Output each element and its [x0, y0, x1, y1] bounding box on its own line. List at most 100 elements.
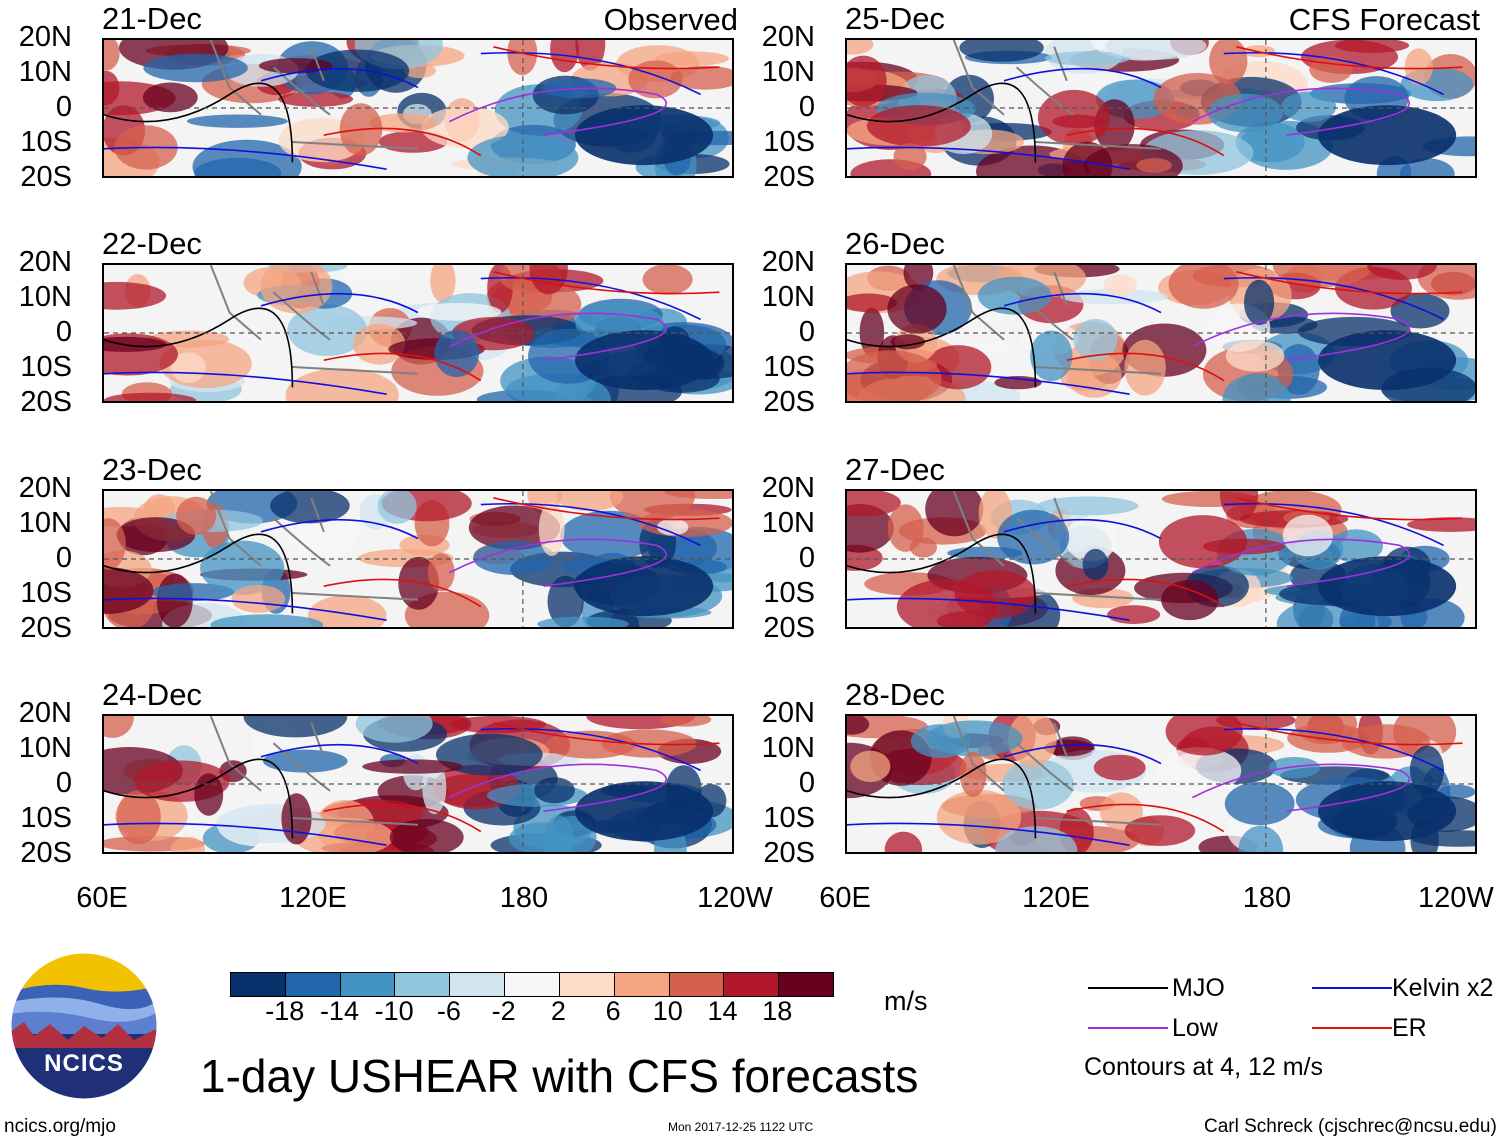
shear-anomaly	[258, 58, 333, 74]
ncics-logo: NCICS	[10, 952, 158, 1100]
lat-label-right-2-3: 10S	[763, 351, 815, 383]
contour-mjo	[847, 758, 1037, 839]
lat-label-right-4-2: 0	[798, 767, 815, 799]
map-panel-left-2	[102, 263, 734, 403]
map-panel-right-3	[845, 489, 1477, 629]
coastline	[209, 265, 419, 375]
lat-label-left-3-0: 20N	[18, 472, 72, 504]
shear-anomaly	[116, 790, 161, 845]
colorbar-segment	[723, 973, 779, 996]
contour-kelvin	[104, 276, 701, 395]
lat-label-left-3-1: 10N	[18, 507, 72, 539]
lat-label-left-4-3: 10S	[20, 802, 72, 834]
shear-anomaly	[427, 553, 455, 592]
shear-anomaly	[642, 265, 693, 295]
shear-anomaly	[389, 819, 464, 852]
shear-anomaly	[1272, 265, 1373, 288]
shear-anomaly	[1268, 757, 1321, 779]
shear-anomaly	[660, 716, 712, 727]
lat-label-left-2-0: 20N	[18, 246, 72, 278]
lat-label-left-2-3: 10S	[20, 351, 72, 383]
shear-anomaly	[887, 284, 947, 334]
shear-anomaly	[1282, 514, 1333, 557]
colorbar-tick-label: -6	[436, 996, 461, 1026]
colorbar-tick-label: 14	[707, 996, 738, 1026]
shear-anomaly	[887, 504, 924, 552]
shear-anomaly-core	[575, 781, 714, 842]
shear-anomaly	[263, 749, 348, 773]
shear-anomaly	[336, 265, 402, 284]
colorbar-segment	[558, 973, 614, 996]
colorbar-segment	[613, 973, 669, 996]
contour-er	[323, 497, 720, 608]
shear-anomaly	[1161, 579, 1219, 621]
shear-anomaly	[170, 836, 205, 852]
contour-kelvin	[104, 727, 701, 846]
shear-anomaly	[995, 826, 1078, 852]
shear-anomaly-core	[1318, 781, 1457, 842]
shear-anomaly	[997, 509, 1070, 565]
shear-anomaly	[547, 575, 584, 627]
lat-label-right-3-4: 20S	[763, 612, 815, 644]
shear-anomaly	[434, 329, 480, 378]
shear-anomaly	[1224, 782, 1295, 826]
shear-anomaly-core	[1318, 556, 1457, 617]
footer-credit: Carl Schreck (cjschrec@ncsu.edu)	[1204, 1116, 1497, 1137]
shear-anomaly	[1062, 141, 1113, 176]
shear-anomaly	[1044, 51, 1130, 66]
coastline	[952, 265, 1162, 375]
shear-anomaly	[959, 40, 1044, 62]
shear-anomaly	[116, 517, 196, 553]
lat-label-left-3-3: 10S	[20, 577, 72, 609]
lon-label-120e-right: 120E	[1022, 882, 1090, 914]
shear-anomaly	[1065, 516, 1117, 562]
footer-url[interactable]: ncics.org/mjo	[4, 1116, 116, 1137]
lat-label-left-1-2: 0	[55, 91, 72, 123]
shear-anomaly	[194, 773, 224, 816]
shear-anomaly	[243, 716, 348, 738]
colorbar-segment	[394, 973, 450, 996]
lon-label-60e-left: 60E	[76, 882, 128, 914]
shear-anomaly	[176, 496, 217, 535]
colorbar-segment	[449, 973, 505, 996]
coastline	[952, 716, 1162, 826]
shear-anomaly	[1168, 265, 1239, 309]
coastline	[209, 716, 419, 826]
shear-anomaly	[1124, 339, 1166, 396]
lat-label-left-3-2: 0	[55, 542, 72, 574]
shear-anomaly	[187, 114, 288, 128]
shear-anomaly	[142, 82, 198, 113]
shear-anomaly	[307, 595, 387, 627]
shear-anomaly	[1407, 517, 1475, 532]
legend-label-er: ER	[1392, 1014, 1427, 1042]
shear-anomaly	[1093, 754, 1146, 781]
map-panel-right-4	[845, 714, 1477, 854]
shear-anomaly	[1238, 825, 1284, 852]
shear-anomaly	[1105, 40, 1207, 60]
shear-anomaly	[925, 491, 984, 537]
shear-anomaly	[1082, 548, 1109, 581]
colorbar-segment	[284, 973, 340, 996]
lat-label-left-2-4: 20S	[20, 386, 72, 418]
shear-anomaly	[171, 352, 206, 383]
contour-mjo	[847, 82, 1037, 163]
map-panel-left-1	[102, 38, 734, 178]
lat-label-right-4-4: 20S	[763, 837, 815, 869]
shear-anomaly	[936, 790, 1022, 845]
logo-text: NCICS	[44, 1050, 124, 1077]
shear-anomaly-core	[1318, 105, 1457, 166]
shear-anomaly	[847, 40, 874, 55]
shear-anomaly	[1008, 716, 1057, 767]
shear-anomaly	[1244, 279, 1275, 326]
contour-er	[323, 722, 720, 833]
shear-anomaly	[534, 777, 575, 804]
lat-label-right-3-0: 20N	[761, 472, 815, 504]
shear-anomaly	[1417, 265, 1475, 300]
colorbar-segment	[668, 973, 724, 996]
panel-date-left-1: 21-Dec	[102, 1, 202, 36]
shear-anomaly	[104, 567, 154, 614]
lat-label-right-1-4: 20S	[763, 161, 815, 193]
panel-date-right-3: 27-Dec	[845, 452, 945, 487]
cfs-forecast-title: CFS Forecast	[1288, 2, 1480, 37]
shear-anomaly-core	[575, 330, 714, 391]
